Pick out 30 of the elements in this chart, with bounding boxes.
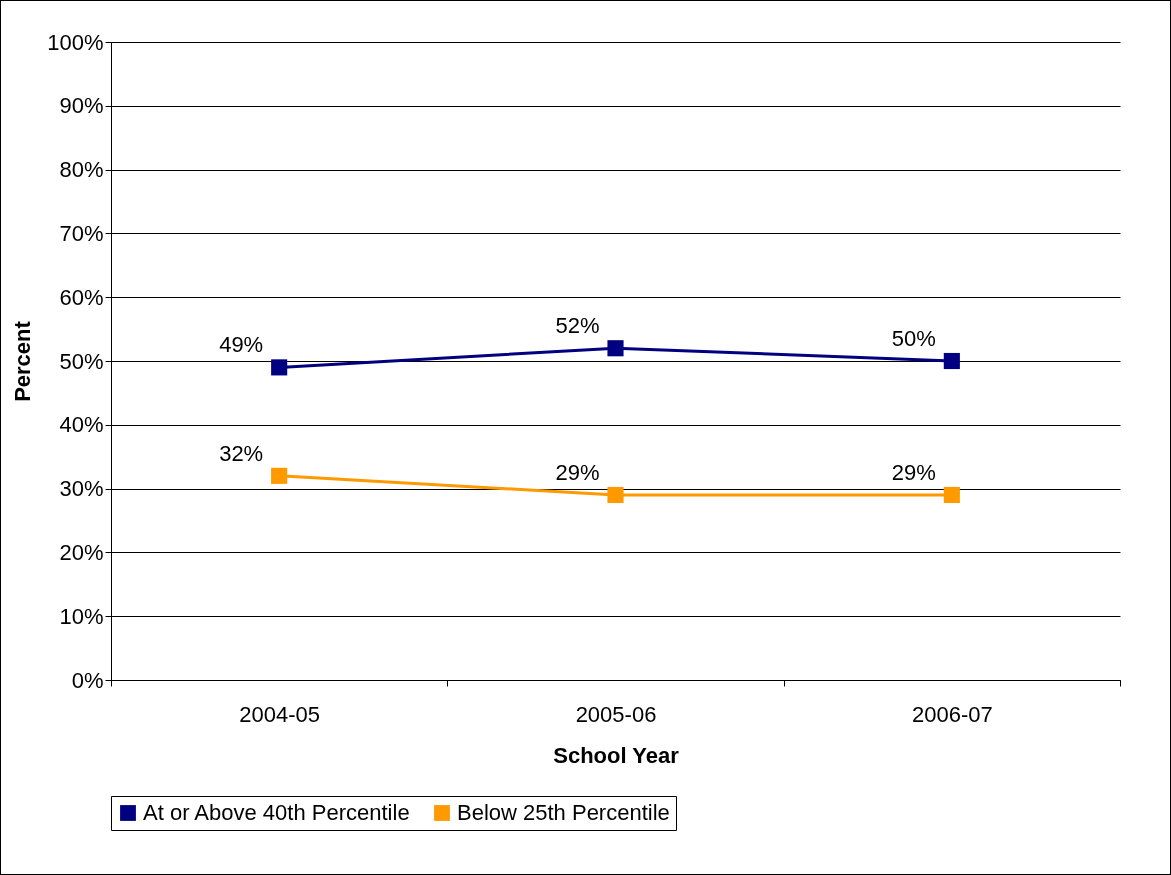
y-tick-label: 0%	[71, 667, 104, 693]
point	[607, 340, 624, 357]
point	[943, 352, 960, 370]
y-tick-label: 20%	[59, 539, 104, 565]
y-tick-label: 80%	[59, 157, 104, 183]
legend-label: Below 25th Percentile	[457, 800, 670, 825]
point	[607, 486, 624, 504]
y-tick-label: 90%	[59, 93, 104, 119]
x-tick-label: 2006-07	[911, 701, 993, 727]
y-tick-label: 10%	[59, 603, 104, 629]
legend-label: At or Above 40th Percentile	[143, 800, 410, 825]
y-tick-label: 50%	[59, 348, 104, 374]
y-tick-label: 70%	[59, 220, 104, 246]
y-axis-title: Percent	[10, 320, 36, 402]
data-label: 50%	[891, 326, 936, 351]
data-label: 29%	[891, 459, 936, 485]
data-label: 49%	[219, 332, 264, 358]
y-tick-label: 60%	[59, 284, 104, 310]
point	[271, 467, 288, 484]
y-tick-label: 100%	[47, 29, 104, 55]
x-axis-title: School Year	[553, 742, 680, 768]
data-label: 29%	[555, 459, 600, 485]
point	[271, 359, 288, 376]
y-tick-label: 40%	[59, 412, 104, 438]
data-label: 52%	[555, 313, 600, 339]
point	[943, 486, 960, 504]
data-label: 32%	[219, 440, 264, 466]
y-tick-label: 30%	[59, 476, 104, 502]
x-tick-label: 2005-06	[575, 701, 657, 727]
x-tick-label: 2004-05	[239, 701, 321, 727]
